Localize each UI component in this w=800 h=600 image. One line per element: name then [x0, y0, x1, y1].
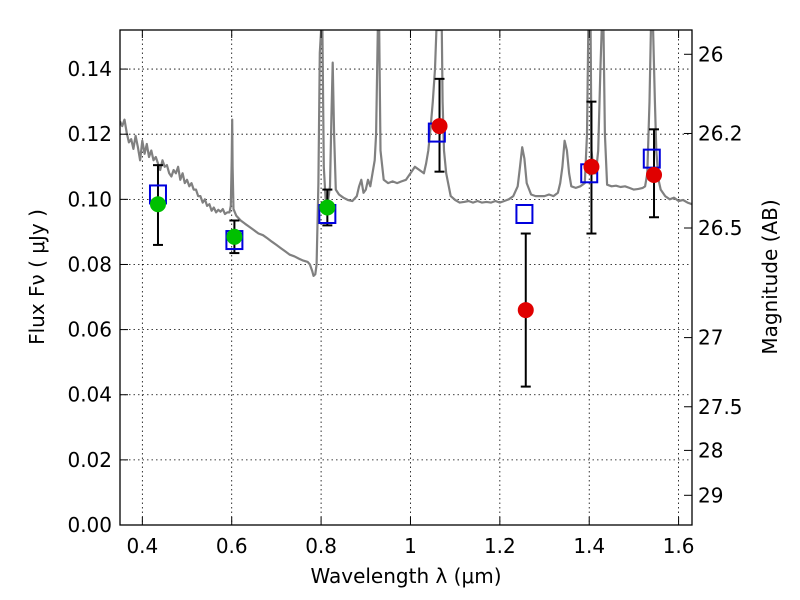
mag-tick-label: 27	[698, 326, 723, 350]
model-spectrum-line	[120, 30, 692, 277]
mag-tick-label: 27.5	[698, 395, 743, 419]
optical-data-point	[319, 199, 336, 216]
x-tick-label: 1.4	[573, 534, 605, 558]
grid	[120, 30, 692, 526]
plot-frame	[119, 29, 693, 526]
mag-ticks: 26 26.2 26.5 27 27.5 28 29	[684, 42, 743, 507]
model-flux-box	[515, 203, 534, 224]
mag-tick-label: 28	[698, 438, 723, 462]
mag-tick-label: 26.5	[698, 216, 743, 240]
point-layer	[149, 118, 663, 319]
x-ticks: 0.4 0.6 0.8 1 1.2 1.4 1.6	[126, 30, 695, 558]
x-tick-label: 1.2	[484, 534, 516, 558]
y-tick-label: 0.00	[67, 513, 112, 537]
y-ticks: 0.00 0.02 0.04 0.06 0.08 0.10 0.12 0.14	[67, 57, 128, 537]
right-axis-label: Magnitude (AB)	[758, 199, 782, 354]
y-tick-label: 0.06	[67, 318, 112, 342]
spectrum-layer	[120, 30, 692, 277]
model-box-layer	[148, 122, 661, 251]
optical-data-point	[149, 196, 166, 213]
x-tick-label: 1	[404, 534, 417, 558]
nir-data-point	[646, 166, 663, 183]
y-tick-label: 0.08	[67, 252, 112, 276]
y-tick-label: 0.12	[67, 122, 112, 146]
x-tick-label: 0.4	[126, 534, 158, 558]
x-tick-label: 0.8	[305, 534, 337, 558]
x-tick-label: 0.6	[216, 534, 248, 558]
mag-tick-label: 26.2	[698, 121, 743, 145]
y-tick-label: 0.10	[67, 187, 112, 211]
y-tick-label: 0.14	[67, 57, 112, 81]
optical-data-point	[226, 228, 243, 245]
x-tick-label: 1.6	[663, 534, 695, 558]
y-axis-label: Flux Fν ( μJy )	[25, 209, 49, 345]
y-tick-label: 0.02	[67, 448, 112, 472]
mag-tick-label: 29	[698, 483, 723, 507]
y-tick-label: 0.04	[67, 383, 112, 407]
nir-data-point	[517, 302, 534, 319]
nir-data-point	[431, 118, 448, 135]
nir-data-point	[583, 158, 600, 175]
mag-tick-label: 26	[698, 42, 723, 66]
x-axis-label: Wavelength λ (μm)	[310, 564, 501, 588]
